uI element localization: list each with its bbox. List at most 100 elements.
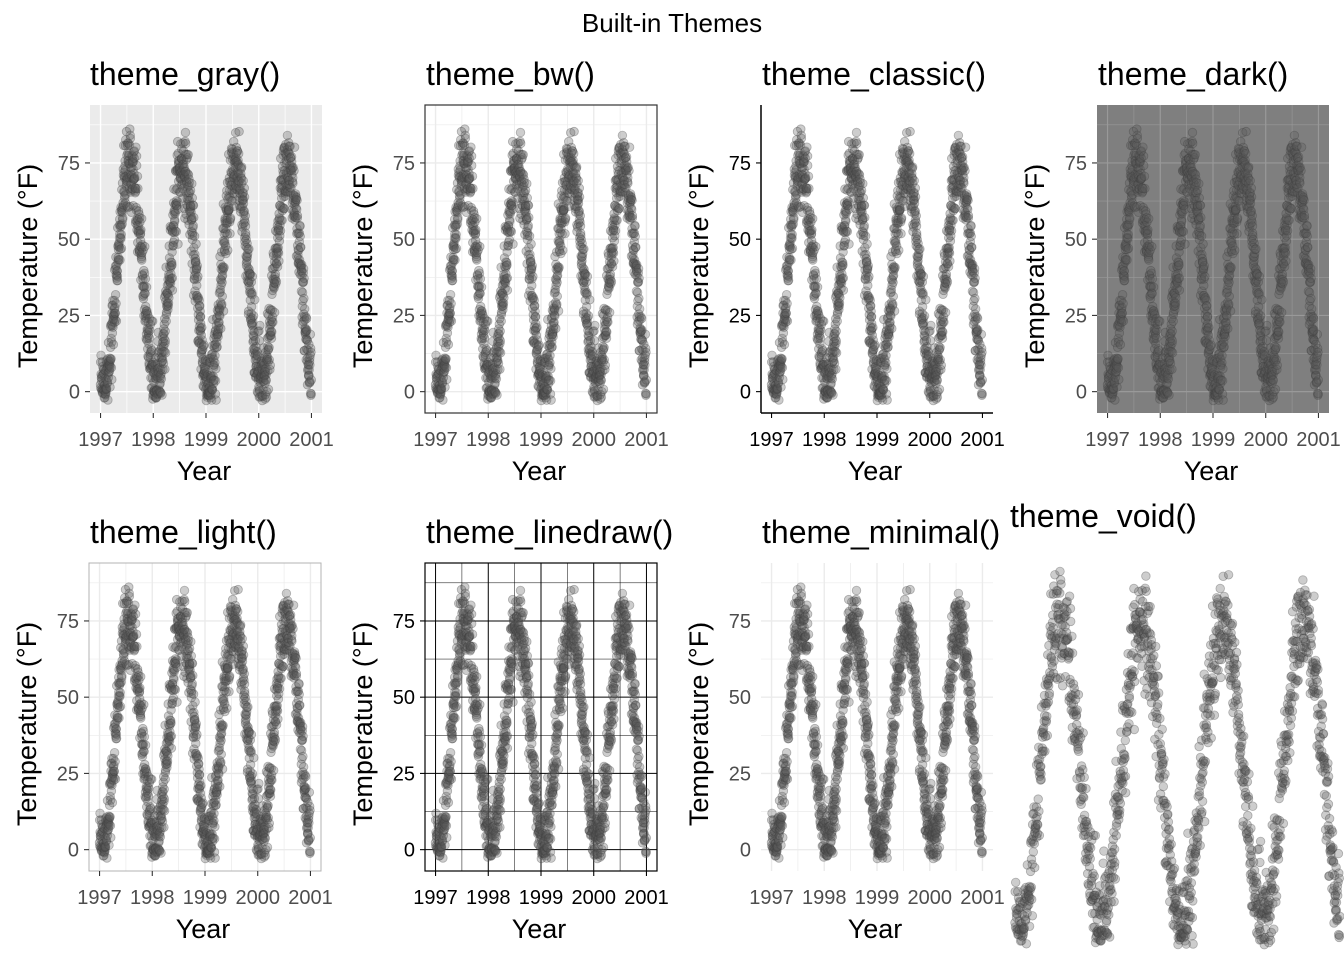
data-point — [838, 273, 849, 283]
data-point — [180, 127, 191, 138]
data-point — [97, 373, 107, 384]
data-point — [1167, 336, 1178, 346]
data-point — [113, 252, 123, 263]
data-point — [305, 329, 316, 340]
data-point — [213, 332, 223, 342]
data-point — [526, 239, 536, 249]
data-point — [942, 276, 953, 287]
data-point — [935, 342, 945, 353]
data-point — [118, 212, 128, 223]
data-point — [441, 363, 452, 373]
data-point — [110, 290, 121, 300]
data-point — [100, 380, 110, 390]
data-point — [447, 275, 458, 286]
data-point — [1195, 220, 1205, 231]
data-point — [263, 384, 274, 395]
data-point — [1187, 127, 1198, 138]
data-point — [97, 388, 108, 398]
data-point — [966, 231, 976, 242]
data-point — [609, 256, 619, 266]
data-point — [479, 333, 490, 343]
data-point — [108, 314, 118, 325]
data-point — [518, 149, 528, 160]
data-point — [109, 304, 120, 314]
x-tick-label: 1997 — [749, 429, 794, 451]
panel-title: theme_classic() — [762, 56, 986, 92]
data-point — [225, 228, 235, 239]
data-point — [136, 225, 146, 235]
data-point — [96, 383, 106, 393]
data-point — [107, 328, 118, 338]
data-point — [112, 271, 123, 282]
x-tick-label: 2001 — [289, 429, 334, 451]
data-point — [950, 203, 961, 214]
data-point — [1195, 200, 1206, 211]
data-point — [804, 183, 814, 194]
data-point — [102, 378, 113, 389]
data-point — [495, 364, 505, 375]
data-point — [1187, 138, 1198, 149]
data-point — [960, 142, 971, 152]
data-point — [108, 314, 119, 324]
data-point — [777, 354, 787, 364]
data-point — [624, 166, 634, 176]
data-point — [103, 395, 113, 405]
data-point — [911, 211, 922, 221]
data-point — [1114, 374, 1124, 385]
data-point — [132, 171, 143, 182]
data-point — [831, 336, 842, 346]
data-point — [187, 178, 197, 189]
data-point — [98, 385, 109, 395]
data-point — [579, 244, 589, 254]
data-point — [781, 308, 792, 319]
data-point — [1115, 339, 1126, 350]
data-point — [110, 302, 120, 313]
data-point — [1147, 241, 1157, 252]
x-tick-label: 1997 — [78, 429, 123, 451]
data-point — [460, 133, 471, 144]
data-point — [946, 226, 957, 236]
data-point — [210, 350, 220, 361]
data-point — [1118, 298, 1128, 309]
data-point — [234, 126, 244, 137]
data-point — [1117, 290, 1128, 300]
data-point — [113, 244, 124, 255]
data-point — [551, 323, 561, 334]
data-point — [239, 183, 250, 193]
data-point — [167, 260, 177, 270]
x-axis-label: Year — [512, 456, 567, 486]
data-point — [97, 371, 107, 381]
data-point — [934, 384, 945, 395]
data-point — [523, 220, 533, 231]
data-point — [173, 239, 183, 249]
data-point — [502, 260, 512, 270]
data-point — [959, 178, 969, 188]
data-point — [299, 293, 309, 304]
data-point — [438, 395, 448, 405]
y-axis-label: Temperature (°F) — [684, 164, 714, 368]
data-point — [157, 390, 167, 400]
data-point — [1174, 273, 1185, 283]
data-point — [218, 306, 229, 316]
data-point — [783, 275, 794, 286]
data-point — [105, 356, 116, 366]
data-point — [96, 376, 107, 386]
data-point — [267, 327, 277, 337]
y-tick-label: 25 — [58, 305, 80, 327]
data-point — [831, 326, 841, 336]
x-tick-label: 1997 — [413, 429, 458, 451]
data-point — [104, 360, 114, 370]
data-point — [247, 271, 258, 282]
data-point — [932, 375, 943, 386]
data-point — [107, 321, 118, 331]
data-point — [1199, 261, 1210, 271]
data-point — [552, 291, 563, 302]
data-point — [109, 265, 120, 275]
data-point — [446, 298, 456, 309]
data-point — [288, 178, 298, 188]
data-point — [634, 273, 644, 284]
data-point — [99, 364, 109, 375]
data-point — [528, 271, 538, 282]
y-tick-label: 75 — [729, 153, 751, 175]
x-tick-label: 2001 — [960, 429, 1005, 451]
